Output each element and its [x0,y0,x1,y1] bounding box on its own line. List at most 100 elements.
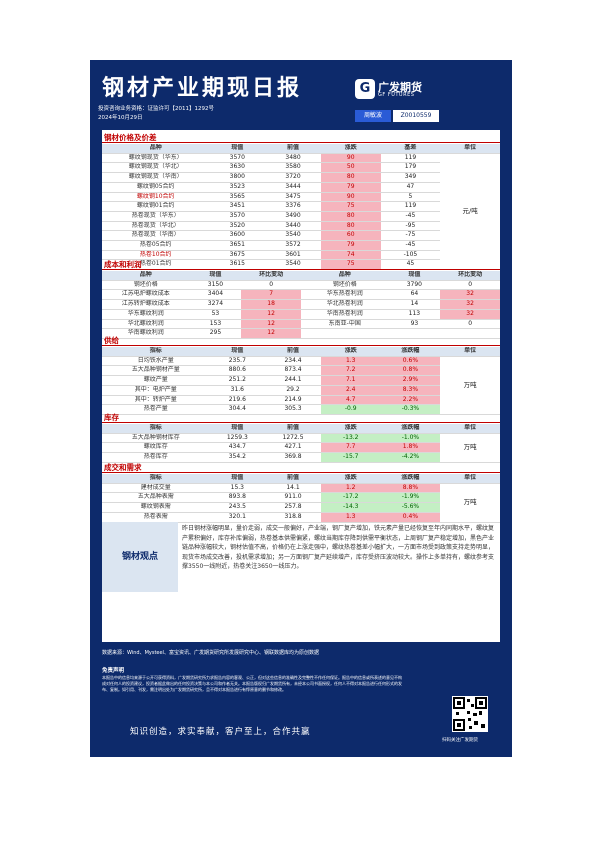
profit-current-value: 3790 [388,280,441,291]
supply-row: 螺纹产量 251.2 244.1 7.1 2.9% [102,375,500,386]
price-change: 80 [320,211,381,222]
supply-previous-value: 29.2 [265,385,321,396]
price-change: 75 [320,201,381,212]
cost-row: 华北螺纹利润 153 12 东南亚-中国 93 0 [102,319,500,330]
price-previous-value: 3540 [265,230,321,242]
inventory-current-value: 434.7 [209,442,266,454]
inventory-change: -13.2 [320,433,381,444]
price-row: 热卷现货（华北） 3520 3440 80 -95 [102,221,500,232]
price-current-value: 3675 [209,250,266,261]
price-basis: -75 [380,230,441,242]
view-label: 钢材观点 [102,522,178,592]
gf-logo-icon: G [355,79,375,99]
qr-caption: 扫码关注广发期货 [442,738,478,743]
price-previous-value: 3444 [265,182,321,193]
supply-change: 1.3 [320,356,381,367]
cost-current-value: 295 [189,328,242,339]
supply-change-pct: 2.2% [380,395,441,406]
supply-change-pct: 0.6% [380,356,441,367]
price-current-value: 3600 [209,230,266,242]
section-trade-title: 成交和需求 [102,462,500,473]
disclaimer-text: 本报告中的信息均来源于公开可获得资料，广发期货研究所力求报告内容的客观、公正，但… [102,675,402,692]
supply-change-pct: 2.9% [380,375,441,386]
qualification-text: 投资咨询业务资格：证监许可【2011】1292号 [98,106,214,112]
price-item-name: 螺纹钢10合约 [102,192,210,203]
price-row: 热卷05合约 3651 3572 79 -45 [102,240,500,251]
price-row: 热卷现货（华南） 3600 3540 60 -75 [102,230,500,242]
price-row: 螺纹钢01合约 3451 3376 75 119 [102,201,500,212]
price-basis: 349 [380,172,441,183]
profit-change: 32 [440,299,500,310]
logo-name-cn: 广发期货 [378,81,422,94]
analyst-name: 周敏波 [355,110,391,122]
inventory-column-header: 单位 [440,424,500,434]
inventory-change-pct: 1.8% [380,442,441,454]
price-current-value: 3800 [209,172,266,183]
supply-column-header: 前值 [265,347,321,357]
profit-change [440,328,500,339]
cost-change: 18 [241,299,301,310]
section-supply-title: 供给 [102,335,500,346]
profit-current-value: 113 [388,309,441,320]
cost-table: 品种 现值 环比变动 品种 现值 环比变动 钢坯价格 3150 0 钢坯价格 3790 0 江苏电炉螺纹… [102,271,500,339]
trade-table: 指标 现值 前值 涨跌 涨跌幅 单位 建材成交量 15.3 14.1 1.2 8.8% 万吨 五大品种表… [102,474,500,523]
trade-current-value: 15.3 [209,483,266,494]
cost-change: 7 [241,289,301,301]
inventory-column-header: 指标 [102,424,210,434]
trade-column-header: 现值 [209,474,266,484]
supply-column-header: 指标 [102,347,210,357]
inventory-change: 7.7 [320,442,381,454]
trade-previous-value: 318.8 [265,512,321,523]
price-change: 60 [320,230,381,242]
price-row: 螺纹钢现货（华南） 3800 3720 80 349 [102,172,500,183]
logo-name-en: GF FUTURES [378,92,415,98]
disclaimer-title: 免责声明 [102,668,125,674]
trade-row: 建材成交量 15.3 14.1 1.2 8.8% 万吨 [102,483,500,523]
price-row: 热卷现货（华东） 3570 3490 80 -45 [102,211,500,222]
qr-code-icon[interactable] [452,696,488,732]
price-change: 79 [320,240,381,251]
supply-change-pct: -0.3% [380,404,441,415]
supply-change: -0.9 [320,404,381,415]
supply-table: 指标 现值 前值 涨跌 涨跌幅 单位 日均铁水产量 235.7 234.4 1.3 0.6% 万吨 五大… [102,347,500,415]
inventory-change-pct: -4.2% [380,452,441,463]
inventory-column-header: 涨跌 [320,424,381,434]
trade-header-row: 指标 现值 前值 涨跌 涨跌幅 单位 [102,474,500,484]
trade-change-pct: 0.4% [380,512,441,523]
supply-current-value: 880.6 [209,365,266,377]
price-table: 品种 现值 前值 涨跌 基差 单位 螺纹钢现货（华东） 3570 3480 90 119 元/吨 螺纹钢… [102,144,500,271]
cost-row: 华东螺纹利润 53 12 华南热卷利润 113 32 [102,309,500,320]
cost-column-header: 品种 [102,271,190,281]
price-change: 50 [320,162,381,174]
supply-change: 7.2 [320,365,381,377]
trade-column-header: 涨跌幅 [380,474,441,484]
price-basis: -45 [380,240,441,251]
supply-previous-value: 244.1 [265,375,321,386]
report-content: 钢材价格及价差 品种 现值 前值 涨跌 基差 单位 螺纹钢现货（华东） 3570 3480 90 1… [102,130,500,642]
trade-item-name: 五大品种表需 [102,492,210,504]
price-change: 74 [320,250,381,261]
profit-current-value: 14 [388,299,441,310]
supply-current-value: 251.2 [209,375,266,386]
supply-column-header: 涨跌 [320,347,381,357]
price-basis: 179 [380,162,441,174]
price-basis: 119 [380,153,441,164]
trade-change: 1.3 [320,512,381,523]
price-current-value: 3651 [209,240,266,251]
price-item-name: 螺纹钢现货（华东） [102,153,210,164]
inventory-unit: 万吨 [440,433,500,463]
supply-column-header: 涨跌幅 [380,347,441,357]
cost-change: 12 [241,328,301,339]
supply-change: 2.4 [320,385,381,396]
profit-item-name: 钢坯价格 [300,280,389,291]
trade-item-name: 螺纹钢表需 [102,502,210,513]
supply-item-name: 螺纹产量 [102,375,210,386]
supply-row: 其中：转炉产量 219.6 214.9 4.7 2.2% [102,395,500,406]
supply-current-value: 235.7 [209,356,266,367]
price-previous-value: 3572 [265,240,321,251]
profit-item-name: 华北热卷利润 [300,299,389,310]
trade-row: 热卷表需 320.1 318.8 1.3 0.4% [102,512,500,523]
price-header-row: 品种 现值 前值 涨跌 基差 单位 [102,144,500,154]
supply-item-name: 日均铁水产量 [102,356,210,367]
price-row: 螺纹钢10合约 3565 3475 90 5 [102,192,500,203]
